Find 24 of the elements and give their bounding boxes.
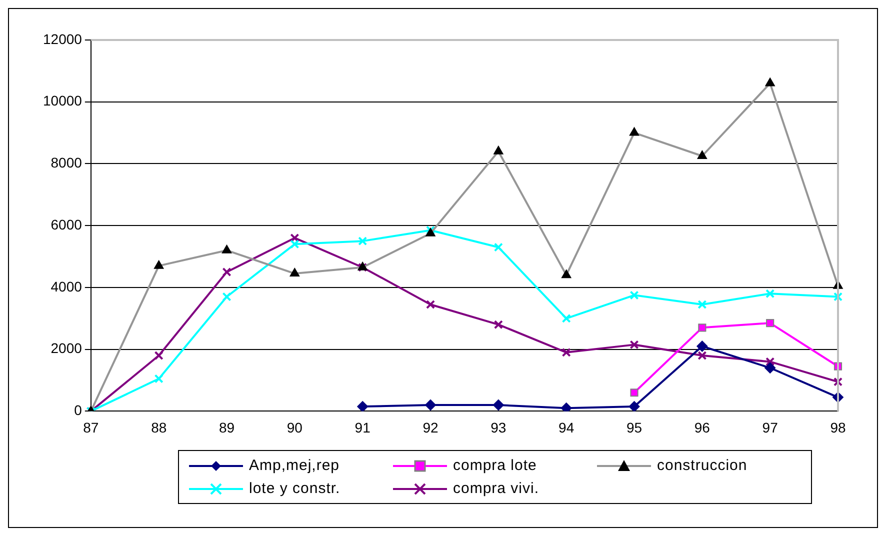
x-tick-label: 90 [286,419,303,436]
x-tick-label: 94 [558,419,574,436]
y-tick-label: 8000 [50,154,82,171]
x-tick-label: 96 [694,419,710,436]
y-tick-label: 12000 [42,30,82,47]
legend-label: compra vivi. [453,480,540,497]
x-tick-label: 91 [354,419,371,436]
x-tick-label: 97 [762,419,778,436]
y-tick-label: 2000 [50,340,82,356]
x-tick-label: 93 [490,419,506,436]
y-tick-label: 6000 [50,216,82,232]
y-tick-label: 0 [74,402,82,418]
x-tick-label: 88 [151,419,167,436]
y-tick-label: 10000 [42,92,82,109]
legend-label: Amp,mej,rep [249,457,340,474]
x-tick-label: 95 [626,419,642,436]
x-tick-label: 92 [422,419,439,436]
y-tick-label: 4000 [50,278,82,294]
legend-label: compra lote [453,457,537,474]
x-tick-label: 89 [218,419,235,436]
x-tick-label: 98 [830,419,846,436]
x-tick-label: 87 [83,419,99,436]
legend-label: construccion [657,457,748,474]
legend-label: lote y constr. [249,480,340,497]
